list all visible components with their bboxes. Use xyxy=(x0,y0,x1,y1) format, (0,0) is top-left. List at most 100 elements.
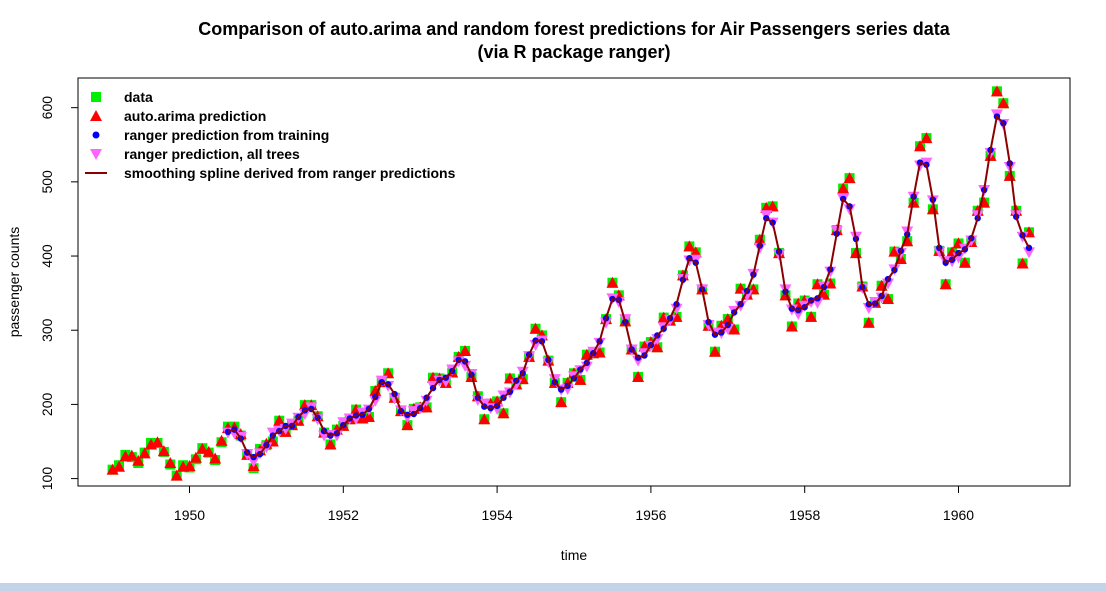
auto-arima-point xyxy=(958,256,971,268)
x-tick-label: 1960 xyxy=(943,507,974,523)
auto-arima-point xyxy=(132,454,145,466)
legend-label: ranger prediction from training xyxy=(124,127,329,143)
auto-arima-point xyxy=(1016,257,1029,269)
auto-arima-point xyxy=(1003,169,1016,181)
auto-arima-point xyxy=(202,445,215,457)
ranger-all-trees-point xyxy=(651,334,664,346)
auto-arima-point xyxy=(990,85,1003,97)
ranger-all-trees-point xyxy=(882,278,895,290)
auto-arima-point xyxy=(785,320,798,332)
ranger-all-trees-point xyxy=(600,317,613,329)
auto-arima-point xyxy=(939,278,952,290)
auto-arima-point xyxy=(606,276,619,288)
auto-arima-point xyxy=(926,203,939,215)
ranger-all-trees-point xyxy=(510,379,523,391)
chart-title: Comparison of auto.arima and random fore… xyxy=(198,19,951,39)
legend-label: smoothing spline derived from ranger pre… xyxy=(124,165,456,181)
ranger-all-trees-point xyxy=(580,361,593,373)
auto-arima-point xyxy=(170,469,183,481)
auto-arima-point xyxy=(183,459,196,471)
x-tick-label: 1952 xyxy=(328,507,359,523)
x-axis: 1950 1952 1954 1956 1958 1960 xyxy=(174,485,974,523)
ranger-all-trees-point xyxy=(811,297,824,309)
auto-arima-point xyxy=(632,370,645,382)
auto-arima-point xyxy=(843,172,856,184)
legend-symbol-arima xyxy=(90,110,102,121)
auto-arima-point xyxy=(721,313,734,325)
auto-arima-point xyxy=(157,445,170,457)
auto-arima-point xyxy=(459,344,472,356)
y-tick-label: 200 xyxy=(39,393,55,417)
auto-arima-point xyxy=(113,460,126,472)
x-tick-label: 1956 xyxy=(635,507,666,523)
ranger-all-trees-point xyxy=(670,303,683,315)
auto-arima-point xyxy=(420,401,433,413)
auto-arima-point xyxy=(888,245,901,257)
auto-arima-point xyxy=(401,419,414,431)
auto-arima-point xyxy=(324,438,337,450)
ranger-all-trees-point xyxy=(721,323,734,335)
auto-arima-point xyxy=(362,411,375,423)
auto-arima-point xyxy=(920,132,933,144)
x-axis-label: time xyxy=(561,547,588,563)
auto-arima-point xyxy=(914,140,927,152)
ranger-all-trees-point xyxy=(388,393,401,405)
auto-arima-point xyxy=(125,449,138,461)
auto-arima-point xyxy=(151,436,164,448)
window-bottom-strip xyxy=(0,583,1106,591)
auto-arima-point xyxy=(805,310,818,322)
auto-arima-point xyxy=(529,322,542,334)
auto-arima-point xyxy=(811,278,824,290)
smoothing-spline-line xyxy=(227,114,1030,459)
auto-arima-point xyxy=(753,233,766,245)
auto-arima-point xyxy=(657,311,670,323)
y-tick-label: 100 xyxy=(39,467,55,491)
ranger-all-trees-point xyxy=(741,290,754,302)
y-axis: 100 200 300 400 500 600 xyxy=(39,96,79,491)
auto-arima-point xyxy=(766,200,779,212)
legend: data auto.arima prediction ranger predicti… xyxy=(85,89,456,181)
auto-arima-point xyxy=(189,451,202,463)
legend-label: ranger prediction, all trees xyxy=(124,146,300,162)
auto-arima-point xyxy=(837,182,850,194)
auto-arima-point xyxy=(382,367,395,379)
y-tick-label: 600 xyxy=(39,96,55,120)
auto-arima-point xyxy=(882,293,895,305)
auto-arima-point xyxy=(593,346,606,358)
auto-arima-point xyxy=(106,463,119,475)
chart-subtitle: (via R package ranger) xyxy=(477,42,670,62)
ranger-all-trees-point xyxy=(862,302,875,314)
ranger-all-trees-point xyxy=(792,308,805,320)
ranger-all-trees-point xyxy=(247,456,260,468)
legend-symbol-data xyxy=(91,92,101,102)
auto-arima-point xyxy=(164,457,177,469)
y-tick-label: 400 xyxy=(39,244,55,268)
auto-arima-point xyxy=(689,246,702,258)
auto-arima-point xyxy=(817,288,830,300)
auto-arima-point xyxy=(215,434,228,446)
auto-arima-point xyxy=(862,316,875,328)
auto-arima-point xyxy=(574,373,587,385)
auto-arima-point xyxy=(683,240,696,252)
auto-arima-point xyxy=(196,442,209,454)
y-tick-label: 500 xyxy=(39,170,55,194)
chart-marks xyxy=(106,85,1035,481)
x-tick-label: 1950 xyxy=(174,507,205,523)
y-axis-label: passenger counts xyxy=(6,227,22,338)
ranger-all-trees-point xyxy=(459,360,472,372)
auto-arima-point xyxy=(497,407,510,419)
auto-arima-point xyxy=(997,97,1010,109)
auto-arima-point xyxy=(555,396,568,408)
auto-arima-point xyxy=(728,323,741,335)
auto-arima-point xyxy=(209,452,222,464)
y-tick-label: 300 xyxy=(39,318,55,342)
auto-arima-point xyxy=(138,447,151,459)
ranger-all-trees-point xyxy=(1022,247,1035,259)
auto-arima-point xyxy=(369,385,382,397)
ranger-all-trees-point xyxy=(298,409,311,421)
auto-arima-point xyxy=(651,341,664,353)
auto-arima-point xyxy=(273,414,286,426)
auto-arima-point xyxy=(478,413,491,425)
legend-symbol-ranger-training xyxy=(92,131,100,139)
